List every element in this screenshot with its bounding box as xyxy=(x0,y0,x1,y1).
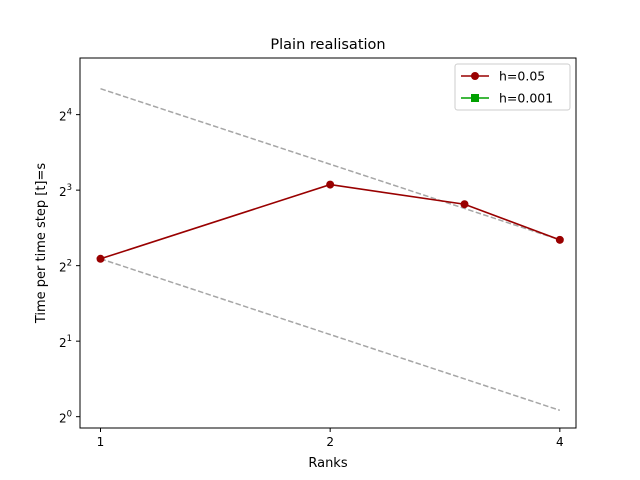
legend: h=0.05 h=0.001 xyxy=(454,63,571,111)
x-axis: 1 2 4 xyxy=(97,428,564,449)
y-tick-label-1: 20 xyxy=(59,410,72,426)
chart-title: Plain realisation xyxy=(270,37,385,53)
x-tick-label-1: 1 xyxy=(97,435,105,449)
data-point-1-1 xyxy=(96,254,105,263)
data-point-1-3 xyxy=(460,200,469,209)
y-tick-label-3: 22 xyxy=(59,259,72,275)
y-tick-label-2: 21 xyxy=(59,334,72,350)
reference-line-1 xyxy=(100,87,561,241)
legend-label-1: h=0.05 xyxy=(499,69,545,84)
legend-marker-2 xyxy=(471,94,479,102)
y-tick-label-4: 23 xyxy=(59,183,72,199)
x-axis-label: Ranks xyxy=(308,456,347,471)
plot-area xyxy=(96,87,564,412)
y-axis-label: Time per time step [t]=s xyxy=(34,163,49,325)
data-point-1-4 xyxy=(555,235,564,244)
legend-marker-1 xyxy=(471,72,479,80)
axes-frame xyxy=(79,57,577,429)
y-tick-label-5: 24 xyxy=(59,108,72,124)
y-axis: 20 21 22 23 24 xyxy=(59,108,80,426)
data-point-1-2 xyxy=(326,180,335,189)
reference-line-2 xyxy=(100,258,561,412)
legend-label-2: h=0.001 xyxy=(499,91,553,106)
series-line-1 xyxy=(100,183,561,260)
x-tick-label-2: 2 xyxy=(326,435,334,449)
x-tick-label-3: 4 xyxy=(556,435,564,449)
